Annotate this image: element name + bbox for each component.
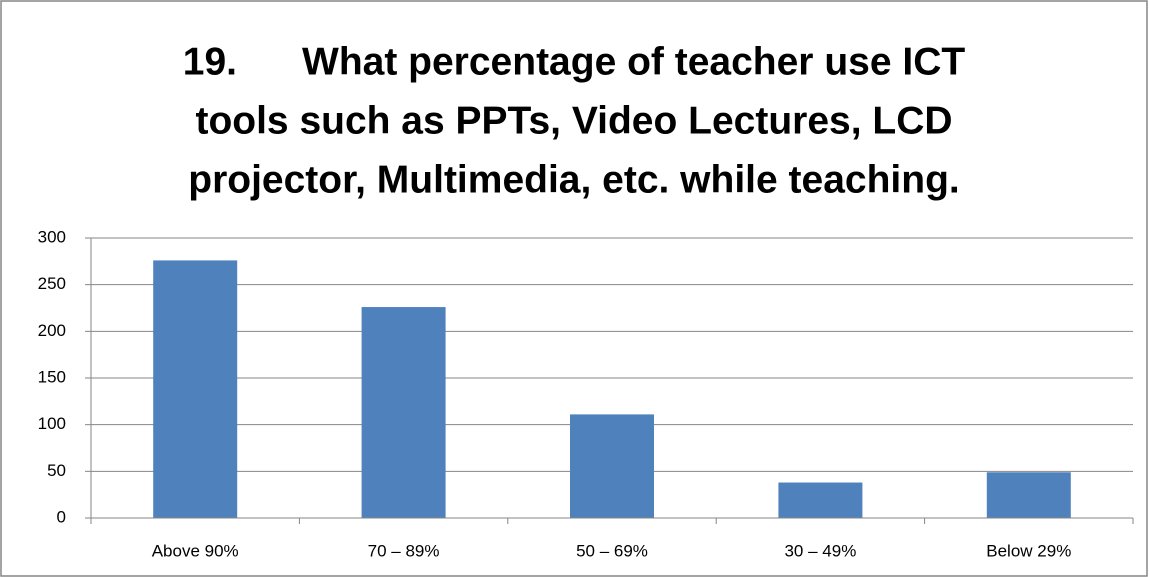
x-tick-label: Below 29% [986, 541, 1071, 560]
x-tick-label: Above 90% [152, 541, 239, 560]
bar [570, 414, 654, 518]
chart-title: projector, Multimedia, etc. while teachi… [188, 158, 960, 201]
y-tick-label: 300 [38, 227, 66, 246]
y-tick-label: 50 [47, 461, 66, 480]
x-tick-label: 70 – 89% [368, 541, 440, 560]
bar [153, 260, 238, 518]
y-tick-label: 100 [38, 414, 66, 433]
y-tick-label: 0 [57, 507, 66, 526]
y-tick-label: 250 [38, 274, 66, 293]
y-tick-label: 200 [38, 321, 66, 340]
bar [778, 482, 863, 518]
y-tick-label: 150 [38, 367, 66, 386]
x-tick-label: 50 – 69% [576, 541, 648, 560]
bar [361, 307, 446, 518]
chart-title: tools such as PPTs, Video Lectures, LCD [195, 99, 952, 142]
bar [986, 472, 1071, 518]
x-tick-label: 30 – 49% [784, 541, 856, 560]
chart-title: 19. What percentage of teacher use ICT [183, 40, 966, 83]
